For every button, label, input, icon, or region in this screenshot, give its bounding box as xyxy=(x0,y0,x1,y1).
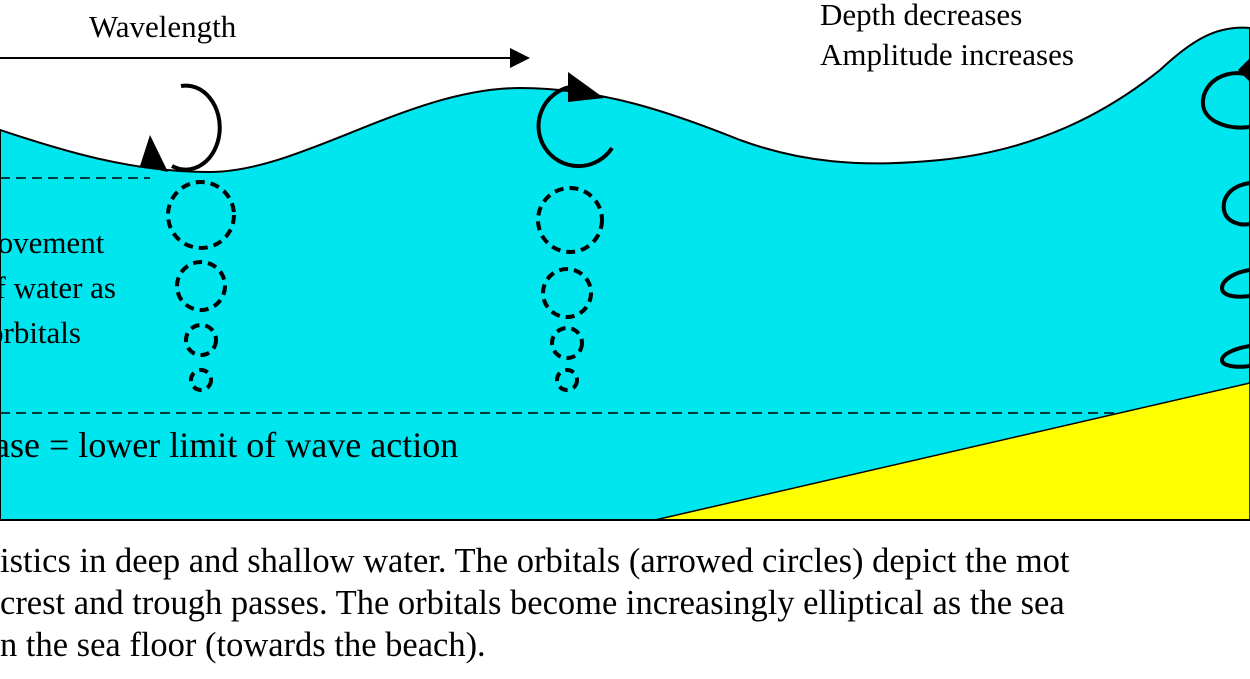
shallow-orbital xyxy=(1200,71,1250,130)
orbital-dashed xyxy=(166,180,236,250)
shallow-orbital xyxy=(1221,181,1250,227)
trough-orbital xyxy=(140,83,222,172)
water-body xyxy=(0,26,1250,521)
orbital-label-line1: Movement xyxy=(0,225,105,260)
trough-orbital-arrow-icon xyxy=(140,135,168,172)
caption-line-3: n the sea floor (towards the beach). xyxy=(0,626,486,664)
trough-orbital-column xyxy=(166,180,236,392)
orbital-label-line3: orbitals xyxy=(0,315,81,350)
figure-caption: istics in deep and shallow water. The or… xyxy=(0,540,1250,666)
shallow-orbital xyxy=(1219,344,1250,369)
caption-line-1: istics in deep and shallow water. The or… xyxy=(0,542,1070,580)
wave-base-label: Wave-base = lower limit of wave action xyxy=(0,425,458,465)
shallow-orbital-column xyxy=(1200,58,1250,369)
caption-line-2: crest and trough passes. The orbitals be… xyxy=(0,584,1065,622)
crest-orbital-column xyxy=(536,186,604,392)
depth-decreases-label: Depth decreases xyxy=(820,0,1022,32)
crest-orbital-arrow-icon xyxy=(568,72,604,102)
shallow-orbital-arrow-icon xyxy=(1238,58,1250,82)
orbital-dashed xyxy=(189,368,213,392)
orbital-dashed xyxy=(555,368,579,392)
wavelength-label: Wavelength xyxy=(89,9,237,44)
orbital-dashed xyxy=(536,186,604,254)
amplitude-increases-label: Amplitude increases xyxy=(820,37,1074,72)
wavelength-arrowhead xyxy=(510,48,530,68)
orbital-dashed xyxy=(550,326,584,360)
orbital-dashed xyxy=(541,267,593,319)
crest-orbital xyxy=(536,72,614,169)
shallow-orbital xyxy=(1219,268,1250,299)
orbital-dashed xyxy=(184,323,218,357)
orbital-dashed xyxy=(175,260,227,312)
orbital-label-line2: of water as xyxy=(0,270,116,305)
